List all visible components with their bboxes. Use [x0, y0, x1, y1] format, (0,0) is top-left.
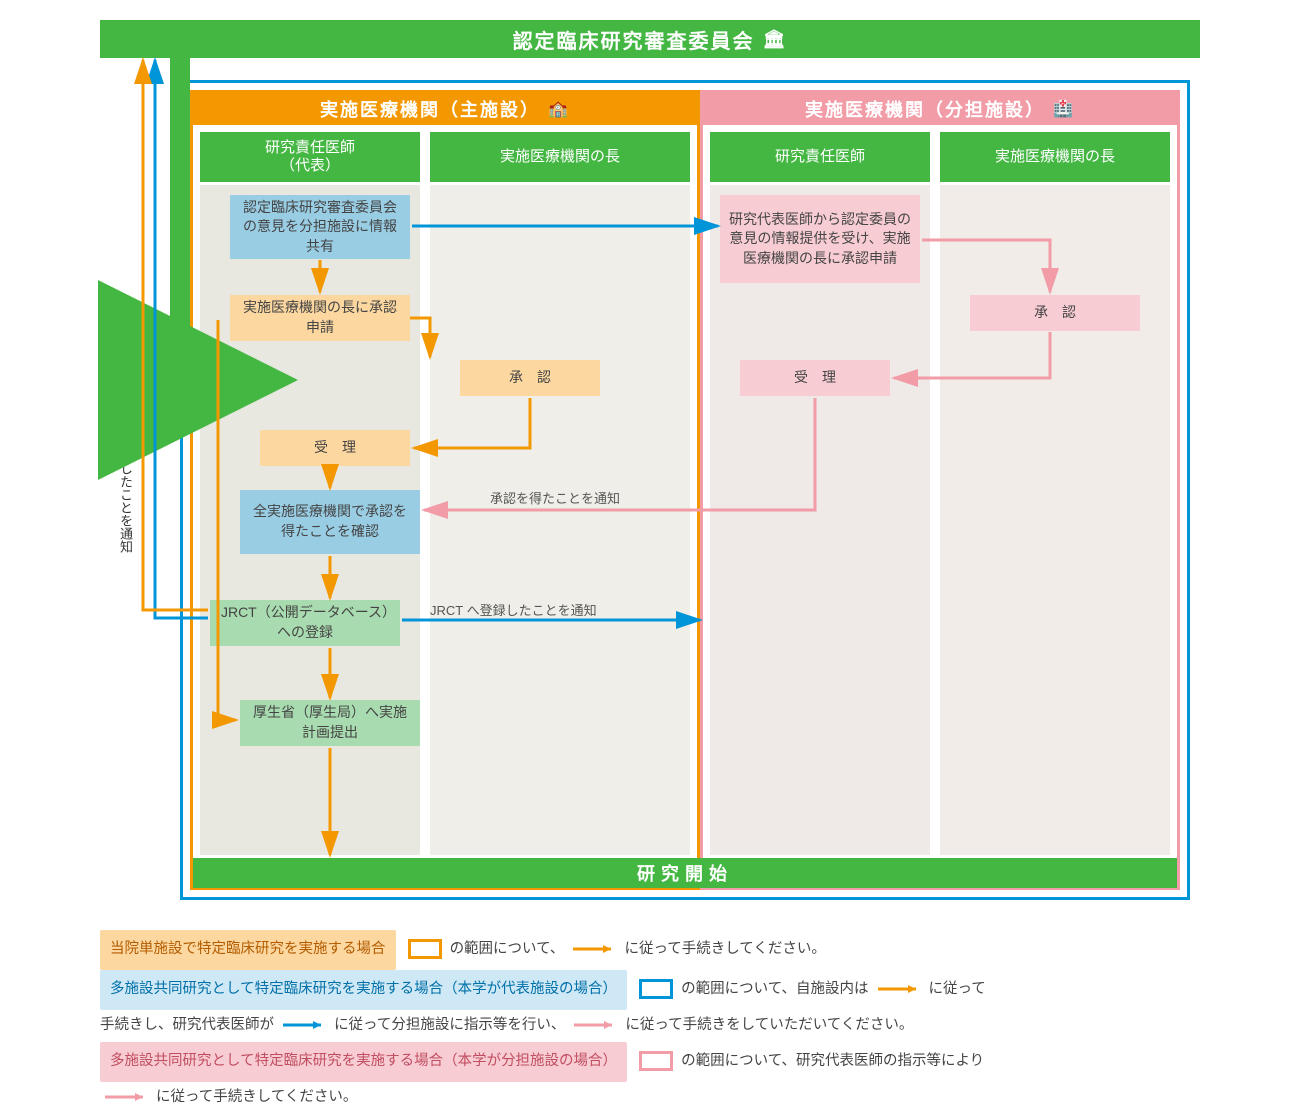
- col-bg-2: [430, 185, 690, 855]
- node-p1: 研究代表医師から認定委員の意見の情報提供を受け、実施医療機関の長に承認申請: [720, 195, 920, 283]
- col-bg-4: [940, 185, 1170, 855]
- legend-row-5: に従って手続きしてください。: [100, 1082, 1200, 1113]
- node-n2: 実施医療機関の長に承認申請: [230, 295, 410, 341]
- legend-arrow-blue-icon: [281, 1018, 327, 1032]
- hospital-icon: 🏥: [1053, 99, 1075, 119]
- school-icon: 🏫: [548, 99, 570, 119]
- flowchart-diagram: 認定臨床研究審査委員会 🏛 実施医療機関（主施設） 🏫 実施医療機関（分担施設）…: [100, 20, 1200, 910]
- legend-chip-blue: 多施設共同研究として特定臨床研究を実施する場合（本学が代表施設の場合）: [100, 970, 627, 1010]
- legend-row-4: 多施設共同研究として特定臨床研究を実施する場合（本学が分担施設の場合） の範囲に…: [100, 1042, 1200, 1082]
- col-bg-3: [710, 185, 930, 855]
- legend-sq-pink: [639, 1051, 673, 1071]
- legend-sq-orange: [408, 939, 442, 959]
- node-p3: 受 理: [740, 360, 890, 396]
- legend-arrow-pink-icon: [572, 1018, 618, 1032]
- legend-chip-orange: 当院単施設で特定臨床研究を実施する場合: [100, 930, 396, 970]
- node-n1: 認定臨床研究審査委員会の意見を分担施設に情報共有: [230, 195, 410, 259]
- col-head-2: 実施医療機関の長: [430, 132, 690, 182]
- node-p2: 承 認: [970, 295, 1140, 331]
- header-bar: 認定臨床研究審査委員会 🏛: [100, 20, 1200, 58]
- node-n4: 受 理: [260, 430, 410, 466]
- node-n5: 全実施医療機関で承認を得たことを確認: [240, 490, 420, 554]
- section-title-main: 実施医療機関（主施設） 🏫: [193, 93, 697, 125]
- jrct-vertical-label: JRCTへ登録したことを通知: [116, 390, 135, 553]
- legend: 当院単施設で特定臨床研究を実施する場合 の範囲について、 に従って手続きしてくだ…: [100, 930, 1200, 1113]
- edge-label-approve: 承認を得たことを通知: [490, 488, 620, 507]
- col-head-4: 実施医療機関の長: [940, 132, 1170, 182]
- col-head-1: 研究責任医師（代表）: [200, 132, 420, 182]
- section-title-sub: 実施医療機関（分担施設） 🏥: [703, 93, 1177, 125]
- node-n7: 厚生省（厚生局）へ実施計画提出: [240, 700, 420, 746]
- legend-arrow-pink-icon: [103, 1090, 149, 1104]
- footer-bar: 研究開始: [193, 858, 1177, 888]
- committee-icon: 🏛: [763, 29, 788, 50]
- legend-chip-pink: 多施設共同研究として特定臨床研究を実施する場合（本学が分担施設の場合）: [100, 1042, 627, 1082]
- header-title: 認定臨床研究審査委員会: [513, 25, 755, 54]
- col-head-3: 研究責任医師: [710, 132, 930, 182]
- legend-arrow-orange-icon: [571, 942, 617, 956]
- edge-label-jrct: JRCT へ登録したことを通知: [430, 600, 597, 619]
- legend-row-3: 手続きし、研究代表医師が に従って分担施設に指示等を行い、 に従って手続きをして…: [100, 1010, 1200, 1042]
- legend-arrow-orange-icon: [876, 982, 922, 996]
- node-n3: 承 認: [460, 360, 600, 396]
- legend-row-1: 当院単施設で特定臨床研究を実施する場合 の範囲について、 に従って手続きしてくだ…: [100, 930, 1200, 970]
- node-n6: JRCT（公開データベース）への登録: [210, 600, 400, 646]
- legend-sq-blue: [639, 979, 673, 999]
- legend-row-2: 多施設共同研究として特定臨床研究を実施する場合（本学が代表施設の場合） の範囲に…: [100, 970, 1200, 1010]
